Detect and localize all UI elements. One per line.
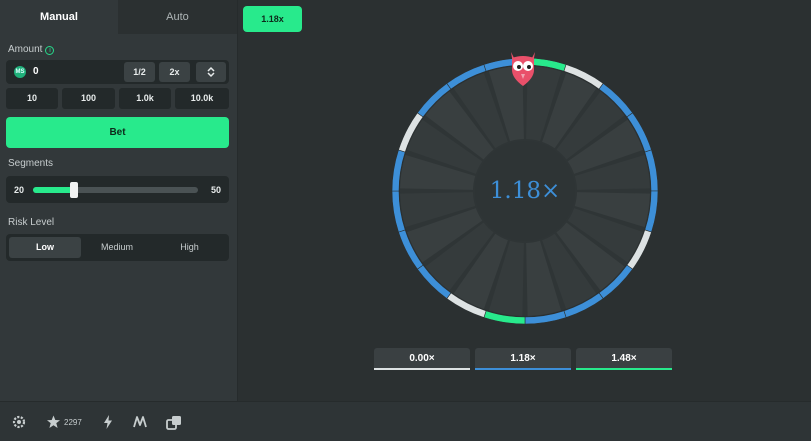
slider-fill (33, 187, 75, 193)
wheel-wedge (526, 240, 562, 316)
risk-option-medium[interactable]: Medium (100, 242, 133, 252)
settings-icon[interactable] (12, 415, 26, 429)
half-button[interactable]: 1/2 (124, 62, 155, 82)
risk-selector: Low Medium High (6, 234, 229, 261)
coin-icon: MS (14, 66, 26, 78)
preset-button[interactable]: 100 (62, 88, 115, 109)
segments-label: Segments (8, 158, 54, 169)
segments-slider: 20 50 (6, 176, 229, 203)
chevron-up-down-icon[interactable] (196, 62, 226, 82)
info-icon[interactable]: i (45, 46, 55, 55)
preset-button[interactable]: 10 (6, 88, 58, 109)
wheel-wedge (526, 66, 562, 142)
wheel-wedge (488, 66, 524, 142)
lightning-icon[interactable] (103, 415, 113, 429)
slider-thumb[interactable] (70, 182, 79, 198)
bet-button[interactable]: Bet (6, 117, 229, 148)
star-icon[interactable] (46, 415, 61, 429)
wheel-wedge (400, 154, 476, 190)
favorites-count: 2297 (64, 418, 82, 427)
pointer-mascot-icon (511, 52, 535, 86)
mode-tabs: Manual Auto (0, 0, 237, 34)
payout-color-bar (475, 368, 571, 370)
tab-auto[interactable]: Auto (166, 11, 189, 23)
slider-max: 50 (210, 185, 221, 195)
wheel-wedge (542, 72, 597, 149)
wheel-wedge (406, 119, 483, 174)
double-button[interactable]: 2x (159, 62, 190, 82)
payout-label: 1.18× (510, 353, 536, 364)
slider-track[interactable] (33, 182, 198, 198)
wheel-wedge (567, 208, 644, 263)
payout-chip: 1.18× (475, 348, 571, 370)
payout-chip: 1.48× (576, 348, 672, 370)
risk-option-high[interactable]: High (180, 242, 199, 252)
wheel-wedge (574, 192, 650, 228)
fairness-icon[interactable] (133, 415, 147, 429)
wheel-wedge (406, 208, 483, 263)
risk-option-low[interactable]: Low (9, 237, 81, 258)
wheel-center-multiplier: 1.18× (489, 178, 561, 204)
risk-label: Risk Level (8, 217, 55, 228)
payout-color-bar (576, 368, 672, 370)
wheel-wedge (425, 91, 494, 160)
slider-min: 20 (14, 185, 25, 195)
wheel-wedge (488, 240, 524, 316)
amount-field[interactable]: MS 0 1/2 2x (6, 60, 229, 84)
payout-label: 0.00× (409, 353, 435, 364)
wheel-wedge (453, 72, 508, 149)
wheel-wedge (425, 222, 494, 291)
wheel-wedge (556, 222, 625, 291)
payout-chip: 0.00× (374, 348, 470, 370)
payout-label: 1.48× (611, 353, 637, 364)
bottom-toolbar: 2297 (0, 401, 811, 441)
amount-label: Amount i (8, 44, 55, 55)
payout-color-bar (374, 368, 470, 370)
control-panel: Manual Auto Amount i MS 0 1/2 2x 10 100 1… (0, 0, 238, 401)
popout-icon[interactable] (166, 415, 182, 431)
wheel-hub (475, 141, 575, 241)
amount-label-text: Amount (8, 44, 43, 55)
last-multiplier-badge: 1.18x (243, 6, 302, 32)
wheel: 1.18× (391, 57, 659, 325)
wheel-wedge (542, 233, 597, 310)
tab-manual[interactable]: Manual (0, 0, 118, 34)
wheel-wedge (567, 119, 644, 174)
wheel-graphic (391, 57, 659, 325)
preset-button[interactable]: 1.0k (119, 88, 171, 109)
amount-value[interactable]: 0 (33, 66, 39, 77)
wheel-wedge (453, 233, 508, 310)
wheel-wedge (400, 192, 476, 228)
wheel-wedge (574, 154, 650, 190)
preset-button[interactable]: 10.0k (175, 88, 229, 109)
wheel-wedge (556, 91, 625, 160)
